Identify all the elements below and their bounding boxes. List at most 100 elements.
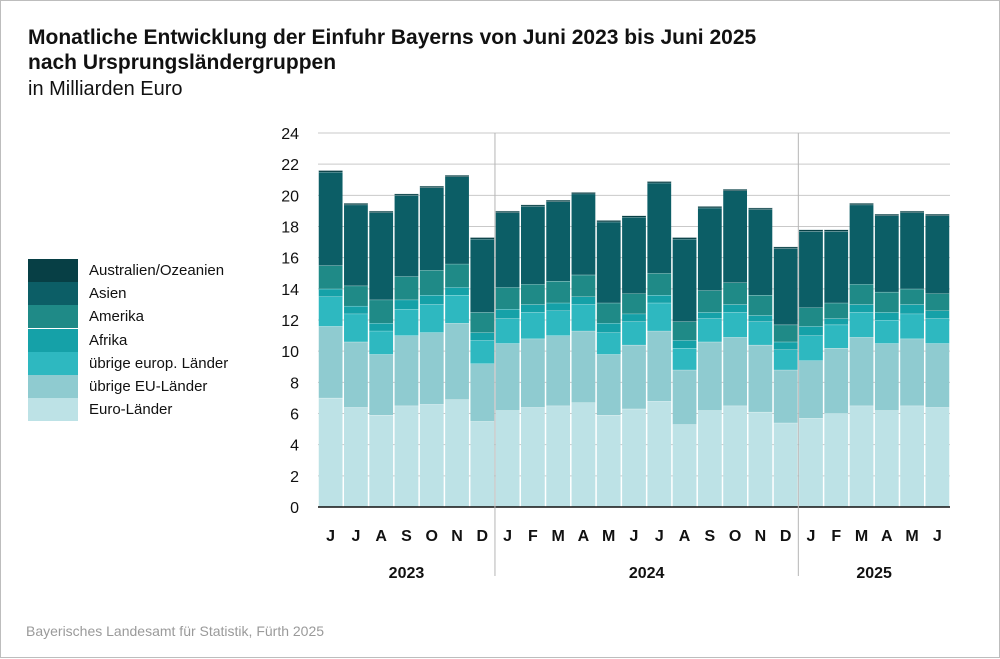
bar-segment	[495, 309, 520, 319]
bar-segment	[697, 341, 722, 411]
bar-segment	[495, 410, 520, 507]
bar-segment	[571, 304, 596, 331]
bar-segment	[647, 330, 672, 402]
x-tick-label: A	[679, 528, 691, 545]
bar-segment	[369, 330, 394, 355]
bar-segment	[571, 193, 596, 275]
bar-segment	[394, 195, 419, 277]
bar-segment	[647, 181, 672, 183]
x-tick-label: N	[755, 528, 767, 545]
bar-segment	[470, 332, 495, 341]
y-tick-label: 10	[281, 344, 299, 361]
bar-segment	[799, 229, 823, 232]
bar-segment	[849, 405, 874, 507]
bar-segment	[596, 302, 621, 324]
bar-segment	[520, 204, 545, 207]
bar-segment	[773, 246, 798, 249]
bar-segment	[470, 421, 495, 507]
bar-segment	[369, 354, 394, 416]
bar-segment	[697, 312, 722, 319]
bar-segment	[622, 217, 646, 294]
bar-segment	[495, 343, 520, 411]
bar-segment	[344, 341, 368, 408]
bar-segment	[672, 321, 697, 341]
bar-segment	[773, 248, 798, 325]
bar-segment	[697, 318, 722, 342]
bar-segment	[495, 318, 520, 344]
bar-segment	[849, 337, 874, 406]
legend-item: Amerika	[28, 305, 228, 329]
bar-segment	[344, 285, 368, 306]
bar-segment	[874, 215, 899, 292]
legend-label: Australien/Ozeanien	[89, 262, 225, 280]
bar-segment	[773, 324, 798, 342]
bar-segment	[900, 304, 924, 314]
y-tick-label: 0	[290, 500, 299, 517]
y-tick-label: 6	[290, 407, 299, 424]
bar-segment	[622, 408, 646, 507]
bar-segment	[394, 405, 419, 507]
bar-segment	[419, 304, 444, 333]
bar-segment	[470, 312, 495, 333]
bar-segment	[748, 295, 773, 316]
bar-segment	[900, 288, 924, 305]
x-tick-label: F	[528, 528, 538, 545]
bar-segment	[799, 326, 823, 336]
bar-segment	[900, 405, 924, 507]
bar-segment	[394, 276, 419, 300]
x-tick-label: A	[578, 528, 590, 545]
bar-segment	[874, 320, 899, 344]
y-tick-label: 20	[281, 188, 299, 205]
bar-segment	[470, 340, 495, 364]
bar-segment	[773, 369, 798, 423]
legend-item: Euro-Länder	[28, 398, 228, 422]
bar-segment	[318, 326, 343, 398]
legend-swatch	[28, 305, 78, 329]
bar-segment	[622, 344, 646, 409]
bar-segment	[824, 348, 849, 414]
y-tick-label: 2	[290, 469, 299, 486]
bar-segment	[520, 304, 545, 313]
bar-segment	[546, 281, 571, 303]
chart-legend: Australien/Ozeanien Asien Amerika Afrika übr…	[28, 259, 228, 422]
bar-segment	[318, 170, 343, 172]
bar-segment	[672, 237, 697, 239]
bar-segment	[874, 312, 899, 320]
bar-segment	[546, 302, 571, 311]
bar-segment	[925, 215, 950, 294]
bar-segment	[596, 332, 621, 355]
bar-segment	[571, 274, 596, 297]
y-tick-label: 4	[290, 438, 299, 455]
bar-segment	[596, 415, 621, 507]
bar-segment	[394, 309, 419, 336]
bar-segment	[773, 349, 798, 370]
legend-item: Afrika	[28, 328, 228, 352]
bar-segment	[723, 282, 748, 305]
year-label: 2025	[856, 565, 892, 582]
legend-swatch	[28, 398, 78, 422]
bar-segment	[470, 237, 495, 239]
legend-swatch	[28, 351, 78, 375]
bar-segment	[723, 190, 748, 283]
bar-segment	[824, 229, 849, 232]
bar-segment	[824, 318, 849, 325]
bar-segment	[495, 210, 520, 213]
bar-segment	[799, 307, 823, 327]
bar-segment	[824, 231, 849, 303]
x-tick-label: S	[705, 528, 716, 545]
x-tick-label: O	[426, 528, 438, 545]
legend-swatch	[28, 328, 78, 352]
bar-segment	[369, 323, 394, 331]
bar-segment	[622, 313, 646, 322]
bar-segment	[925, 293, 950, 311]
bar-segment	[546, 335, 571, 406]
x-tick-label: A	[375, 528, 387, 545]
bar-segment	[596, 354, 621, 416]
bar-segment	[900, 313, 924, 339]
bar-segment	[419, 185, 444, 188]
bar-segment	[445, 175, 469, 177]
bar-segment	[925, 310, 950, 319]
legend-swatch	[28, 375, 78, 399]
x-tick-label: M	[855, 528, 868, 545]
